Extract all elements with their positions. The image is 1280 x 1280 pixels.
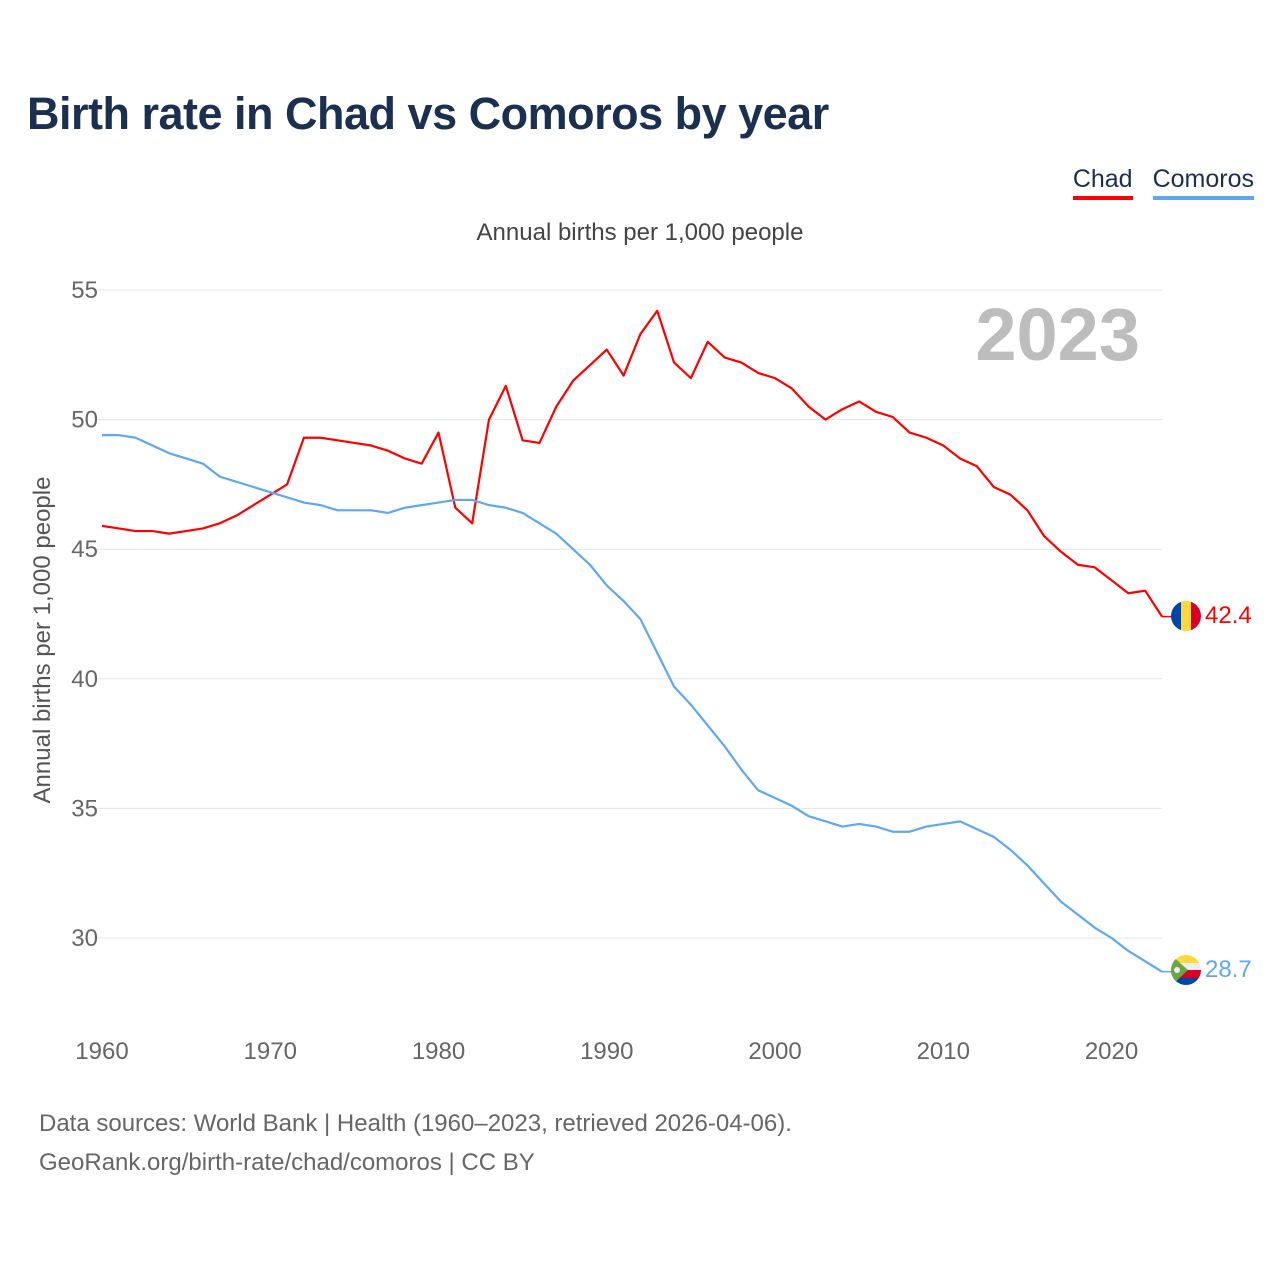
comoros-flag-icon xyxy=(1171,955,1201,985)
legend-item-chad[interactable]: Chad xyxy=(1072,165,1133,200)
series-line-comoros[interactable] xyxy=(102,434,1163,973)
x-tick-label: 1990 xyxy=(580,1038,633,1065)
y-axis-label: Annual births per 1,000 people xyxy=(29,477,56,804)
x-tick-label: 1960 xyxy=(75,1038,128,1065)
x-tick-label: 1980 xyxy=(412,1038,465,1065)
chad-end-value: 42.4 xyxy=(1205,602,1252,629)
x-tick-label: 2010 xyxy=(917,1038,970,1065)
chad-flag-icon xyxy=(1171,601,1201,631)
source-link[interactable]: GeoRank.org/birth-rate/chad/comoros | CC… xyxy=(39,1149,535,1176)
chart-title: Birth rate in Chad vs Comoros by year xyxy=(27,88,829,139)
x-tick-label: 2000 xyxy=(748,1038,801,1065)
series-line-chad[interactable] xyxy=(101,309,1163,618)
comoros-end-value: 28.7 xyxy=(1205,956,1252,983)
gridlines xyxy=(97,289,1162,939)
x-tick-label: 1970 xyxy=(244,1038,297,1065)
x-axis-ticks: 1960 1970 1980 1990 2000 2010 2020 xyxy=(75,1038,1138,1065)
year-watermark: 2023 xyxy=(975,293,1140,376)
y-axis-ticks: 30 35 40 45 50 55 xyxy=(71,277,98,952)
legend-item-comoros[interactable]: Comoros xyxy=(1152,165,1254,200)
chart-subtitle: Annual births per 1,000 people xyxy=(477,219,804,246)
footer: Data sources: World Bank | Health (1960–… xyxy=(39,1104,792,1182)
y-tick-label: 30 xyxy=(71,925,98,952)
legend: Chad Comoros xyxy=(1072,165,1254,200)
y-tick-label: 55 xyxy=(71,277,98,304)
series-lines xyxy=(101,309,1172,973)
y-tick-label: 35 xyxy=(71,795,98,822)
x-tick-label: 2020 xyxy=(1085,1038,1138,1065)
y-tick-label: 50 xyxy=(71,407,98,434)
y-tick-label: 45 xyxy=(71,536,98,563)
data-source-text: Data sources: World Bank | Health (1960–… xyxy=(39,1110,792,1137)
y-tick-label: 40 xyxy=(71,666,98,693)
